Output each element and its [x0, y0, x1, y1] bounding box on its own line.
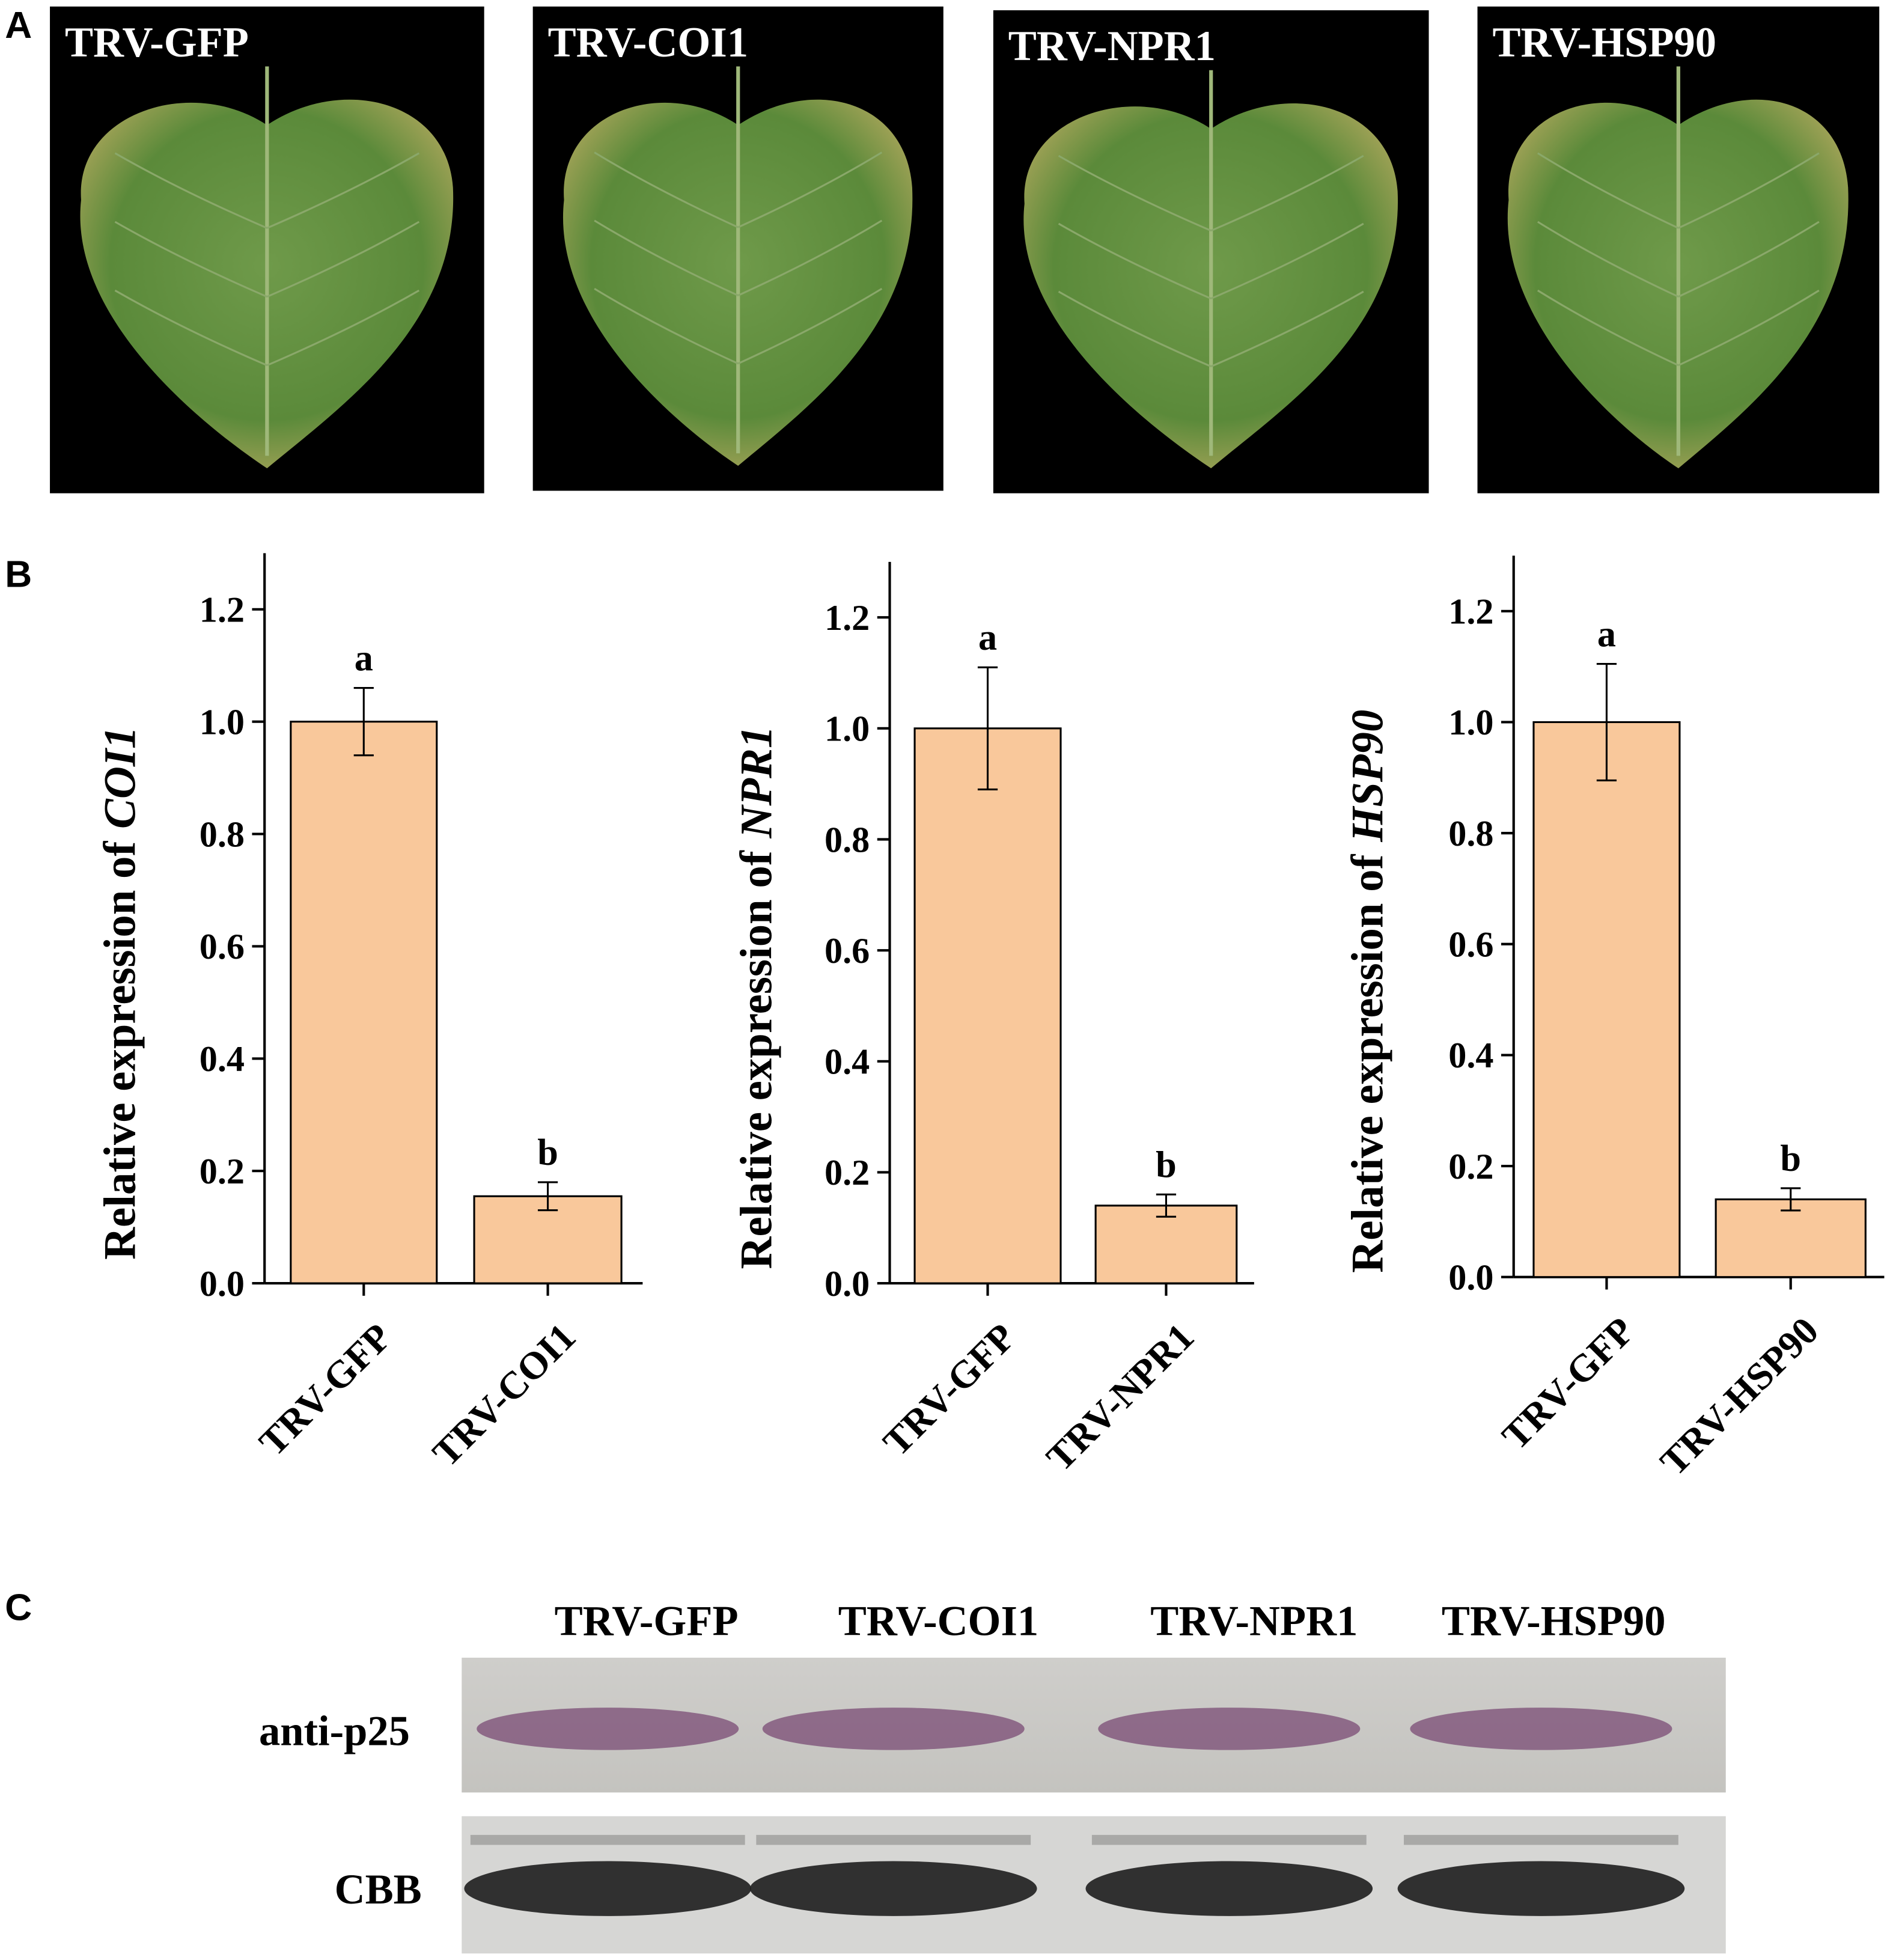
y-tick-label: 0.8: [200, 814, 245, 855]
cbb-band: [464, 1861, 752, 1916]
leaf-vein: [1678, 221, 1820, 298]
y-tick-label: 1.2: [1448, 592, 1493, 632]
leaf-vein: [266, 221, 420, 298]
leaf-vein: [1537, 221, 1679, 298]
y-tick-label: 0.2: [200, 1152, 245, 1192]
photo-label: TRV-COI1: [548, 19, 748, 66]
cbb-faint-band: [470, 1834, 745, 1845]
y-tick-label: 0.0: [1448, 1257, 1493, 1298]
bar: [1715, 1198, 1867, 1278]
y-tick-label: 1.2: [200, 590, 245, 630]
cbb-band: [1085, 1861, 1373, 1916]
cbb-faint-band: [756, 1834, 1031, 1845]
leaf-vein: [594, 151, 739, 228]
significance-letter: a: [978, 617, 997, 658]
y-tick-label: 0.6: [1448, 925, 1493, 965]
y-axis-label-gene: COI1: [95, 727, 145, 829]
y-tick-label: 0.2: [825, 1153, 870, 1193]
significance-letter: b: [537, 1132, 558, 1173]
row-label: CBB: [335, 1866, 422, 1913]
x-tick-label: TRV-GFP: [1494, 1309, 1642, 1458]
significance-letter: b: [1156, 1144, 1177, 1185]
y-tick-label: 1.0: [825, 709, 870, 750]
cbb-band: [749, 1861, 1037, 1916]
leaf-vein: [266, 289, 420, 367]
bar: [913, 727, 1062, 1284]
leaf-vein: [1678, 289, 1820, 367]
y-axis-label: Relative expression of COI1: [95, 727, 145, 1260]
y-tick-label: 0.4: [825, 1042, 870, 1082]
cbb-faint-band: [1091, 1834, 1367, 1845]
bar: [1532, 721, 1681, 1278]
x-tick-label: TRV-COI1: [424, 1315, 584, 1474]
p25-band: [1098, 1708, 1361, 1750]
y-tick-label: 1.0: [1448, 703, 1493, 743]
cbb-band: [1397, 1861, 1685, 1916]
x-tick-label: TRV-NPR1: [1038, 1315, 1202, 1479]
lane-label: TRV-COI1: [838, 1598, 1038, 1645]
y-tick-label: 0.8: [825, 820, 870, 860]
y-tick-label: 0.6: [200, 927, 245, 967]
y-tick-label: 1.2: [825, 598, 870, 638]
y-axis-label-text: Relative expression of: [95, 841, 145, 1260]
y-tick-label: 0.6: [825, 931, 870, 971]
y-axis-label: Relative expression of HSP90: [1343, 710, 1393, 1273]
x-tick-label: TRV-GFP: [875, 1315, 1023, 1464]
photo-label: TRV-GFP: [65, 19, 249, 66]
leaf-vein: [1210, 154, 1364, 232]
significance-letter: a: [1597, 613, 1616, 655]
y-tick-label: 0.8: [1448, 814, 1493, 854]
bar: [290, 721, 438, 1284]
row-label: anti-p25: [259, 1708, 410, 1754]
y-tick-label: 0.0: [200, 1264, 245, 1304]
leaf-vein: [114, 289, 267, 367]
leaf-vein: [1537, 152, 1679, 229]
panel-label: B: [5, 554, 32, 595]
y-axis-label-gene: NPR1: [731, 726, 781, 839]
lane-label: TRV-HSP90: [1442, 1598, 1666, 1645]
leaf-vein: [1058, 154, 1212, 232]
y-tick-label: 0.4: [1448, 1036, 1493, 1076]
p25-band: [1410, 1708, 1672, 1750]
y-tick-label: 0.0: [825, 1264, 870, 1304]
leaf-vein: [594, 288, 739, 365]
leaf-vein: [1058, 290, 1212, 368]
x-tick-label: TRV-HSP90: [1652, 1309, 1826, 1483]
photo-label: TRV-NPR1: [1008, 23, 1216, 70]
leaf-vein: [266, 152, 420, 229]
lane-label: TRV-GFP: [555, 1598, 739, 1645]
leaf-vein: [114, 152, 267, 229]
y-axis-label: Relative expression of NPR1: [731, 726, 781, 1269]
y-axis-label-text: Relative expression of: [731, 850, 781, 1269]
p25-band: [762, 1708, 1025, 1750]
y-tick-label: 0.2: [1448, 1147, 1493, 1187]
panel-label: C: [5, 1587, 32, 1629]
panel-label: A: [5, 5, 32, 46]
lane-label: TRV-NPR1: [1150, 1598, 1358, 1645]
y-axis-label-text: Relative expression of: [1343, 853, 1393, 1272]
leaf-vein: [1058, 222, 1212, 300]
leaf-vein: [737, 288, 883, 365]
photo-label: TRV-HSP90: [1492, 19, 1716, 66]
y-tick-label: 1.0: [200, 702, 245, 742]
leaf-vein: [114, 221, 267, 298]
bar: [1094, 1204, 1238, 1284]
leaf-vein: [594, 219, 739, 296]
x-tick-label: TRV-GFP: [251, 1315, 400, 1464]
cbb-faint-band: [1404, 1834, 1678, 1845]
p25-band: [477, 1708, 739, 1750]
leaf-vein: [1678, 152, 1820, 229]
y-axis-label-gene: HSP90: [1343, 710, 1393, 843]
leaf-vein: [1210, 290, 1364, 368]
leaf-vein: [737, 219, 883, 296]
leaf-vein: [1210, 222, 1364, 300]
y-tick-label: 0.4: [200, 1039, 245, 1079]
leaf-vein: [737, 151, 883, 228]
significance-letter: a: [355, 638, 373, 679]
significance-letter: b: [1780, 1138, 1801, 1179]
leaf-vein: [1537, 289, 1679, 367]
